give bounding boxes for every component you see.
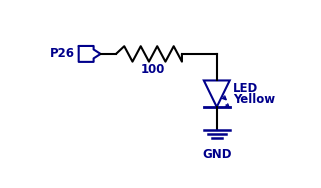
Polygon shape bbox=[204, 80, 230, 107]
Text: GND: GND bbox=[202, 148, 231, 161]
Text: P26: P26 bbox=[50, 47, 75, 60]
Text: LED: LED bbox=[233, 82, 258, 95]
Text: 100: 100 bbox=[141, 63, 165, 76]
Text: Yellow: Yellow bbox=[233, 93, 275, 106]
